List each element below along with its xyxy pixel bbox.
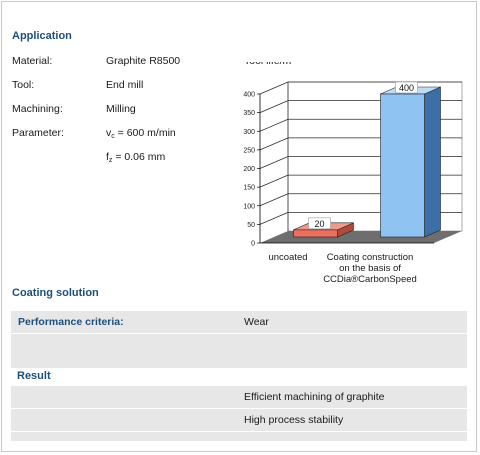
performance-criteria-row: [11, 311, 467, 333]
y-tick-label: 50: [247, 222, 255, 229]
x-category-label: Coating construction: [327, 252, 414, 263]
tool-life-chart: Increase of tool life by factor 20Tool l…: [243, 62, 463, 285]
side-gridline: [259, 174, 289, 188]
y-tick-label: 250: [243, 147, 255, 154]
y-tick-label: 200: [243, 166, 255, 173]
result-row-end: [11, 432, 467, 441]
result-item: Efficient machining of graphite: [244, 391, 385, 403]
data-label: 20: [314, 219, 324, 229]
performance-criteria-label: Performance criteria:: [18, 316, 124, 328]
x-category-label: CCDia®CarbonSpeed: [323, 274, 417, 285]
data-label: 400: [399, 83, 414, 93]
bar-side: [424, 86, 441, 238]
cutting-speed-value: vc = 600 m/min: [106, 127, 176, 140]
result-item: High process stability: [244, 414, 344, 426]
y-tick-label: 400: [243, 92, 255, 99]
bar: [380, 93, 425, 238]
y-tick-label: 100: [243, 203, 255, 210]
performance-spacer-row: [11, 334, 467, 368]
x-category-label: on the basis of: [339, 263, 401, 274]
side-gridline: [259, 212, 289, 225]
bar: [293, 229, 338, 238]
feed-per-tooth-value: fz = 0.06 mm: [106, 151, 166, 164]
y-tick-label: 300: [243, 129, 255, 136]
result-row-2: [11, 409, 467, 431]
result-heading: Result: [17, 370, 51, 382]
application-heading: Application: [12, 30, 72, 42]
data-label-box: [395, 81, 418, 94]
y-tick-label: 0: [251, 241, 255, 248]
x-category-label: uncoated: [268, 252, 307, 263]
side-gridline: [259, 193, 289, 207]
result-row-1: [11, 386, 467, 408]
side-gridline: [259, 137, 289, 151]
parameter-label: Parameter:: [12, 127, 64, 139]
data-label-box: [308, 217, 331, 230]
tool-label: Tool:: [12, 79, 35, 91]
y-tick-label: 150: [243, 185, 255, 192]
performance-criteria-value: Wear: [244, 316, 269, 328]
machining-value: Milling: [106, 103, 136, 115]
y-tick-label: 350: [243, 110, 255, 117]
side-gridline: [259, 100, 289, 113]
side-gridline: [259, 81, 289, 95]
side-gridline: [259, 156, 289, 169]
coating-solution-heading: Coating solution: [12, 287, 99, 299]
y-axis-title: Tool life/m: [244, 62, 292, 67]
machining-label: Machining:: [12, 103, 63, 115]
material-label: Material:: [12, 55, 53, 67]
tool-value: End mill: [106, 79, 144, 91]
side-gridline: [259, 118, 289, 132]
material-value: Graphite R8500: [106, 55, 181, 67]
